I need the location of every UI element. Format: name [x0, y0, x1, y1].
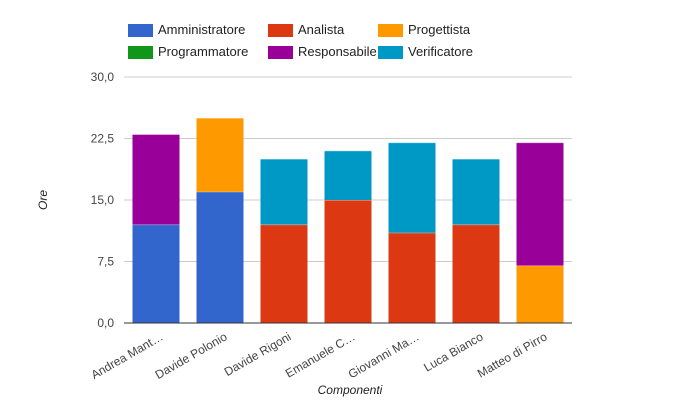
- legend: Amministratore Analista Progettista Program…: [128, 22, 473, 59]
- legend-swatch-progettista: [378, 24, 403, 37]
- legend-swatch-analista: [268, 24, 293, 37]
- bar-segment: [452, 159, 500, 225]
- y-axis: 0,0 7,5 15,0 22,5 30,0: [91, 70, 115, 330]
- legend-swatch-responsabile: [268, 46, 293, 59]
- bar-segment: [324, 200, 372, 323]
- bars: [132, 117, 564, 323]
- x-tick-label: Davide Polonio: [153, 329, 230, 382]
- bar-segment: [132, 134, 180, 225]
- bar-segment: [516, 265, 564, 323]
- legend-swatch-amministratore: [128, 24, 153, 37]
- x-tick-label: Emanuele C…: [283, 329, 358, 380]
- legend-label-programmatore: Programmatore: [158, 44, 248, 59]
- bar-segment: [388, 232, 436, 323]
- legend-label-amministratore: Amministratore: [158, 22, 245, 37]
- x-axis-title: Componenti: [318, 383, 383, 397]
- legend-label-analista: Analista: [298, 22, 345, 37]
- legend-label-responsabile: Responsabile: [298, 44, 377, 59]
- bar-segment: [260, 159, 308, 225]
- legend-swatch-verificatore: [378, 46, 403, 59]
- bar-segment: [388, 142, 436, 233]
- y-tick-label: 30,0: [91, 70, 115, 84]
- bar-segment: [196, 191, 244, 323]
- y-tick-label: 15,0: [91, 193, 115, 207]
- legend-swatch-programmatore: [128, 46, 153, 59]
- x-tick-label: Davide Rigoni: [222, 329, 294, 378]
- bar-segment: [516, 142, 564, 266]
- y-tick-label: 7,5: [97, 255, 114, 269]
- x-tick-label: Matteo di Pirro: [475, 329, 550, 380]
- y-axis-title: Ore: [36, 190, 50, 210]
- bar-segment: [132, 224, 180, 323]
- legend-label-progettista: Progettista: [408, 22, 471, 37]
- bar-segment: [260, 224, 308, 323]
- y-tick-label: 22,5: [91, 132, 115, 146]
- legend-label-verificatore: Verificatore: [408, 44, 473, 59]
- bar-segment: [452, 224, 500, 323]
- bar-segment: [196, 118, 244, 192]
- bar-segment: [324, 150, 372, 200]
- x-tick-label: Giovanni Ma…: [346, 329, 422, 381]
- y-tick-label: 0,0: [97, 316, 114, 330]
